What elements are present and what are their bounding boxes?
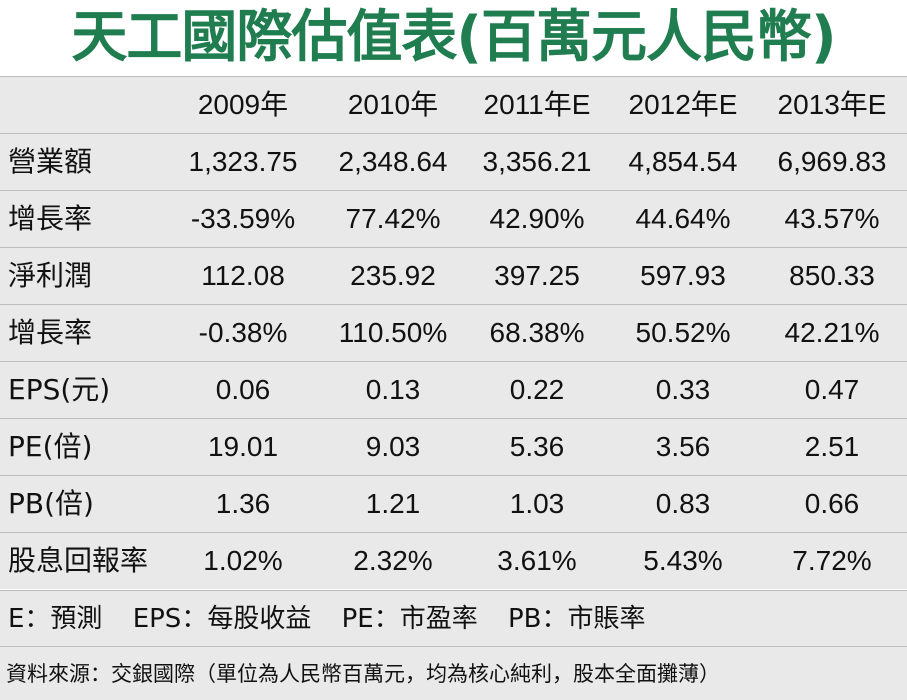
table-cell: -0.38%: [198, 317, 288, 348]
table-cell: 44.64%: [635, 203, 731, 234]
table-cell: 597.93: [640, 260, 726, 291]
table-cell: 0.83: [655, 488, 711, 519]
table-cell: 6,969.83: [777, 146, 887, 177]
legend-pb: PB：市賬率: [507, 604, 646, 634]
row-label: PE(倍): [8, 430, 93, 463]
table-cell: 42.90%: [489, 203, 585, 234]
table-cell: 2.51: [804, 431, 860, 462]
row-label: EPS(元): [8, 373, 111, 406]
table-title: 天工國際估值表(百萬元人民幣): [71, 5, 836, 70]
table-cell: 112.08: [201, 260, 285, 291]
table-cell: 235.92: [350, 260, 436, 291]
table-cell: 42.21%: [784, 317, 880, 348]
table-row: 股息回報率 1.02% 2.32% 3.61% 5.43% 7.72%: [0, 532, 907, 589]
table-cell: 3,356.21: [482, 146, 592, 177]
row-label: 增長率: [8, 202, 93, 235]
table-cell: 110.50%: [338, 317, 448, 348]
table-row: PB(倍) 1.36 1.21 1.03 0.83 0.66: [0, 475, 907, 532]
table-cell: 9.03: [365, 431, 421, 462]
row-label: 營業額: [8, 145, 93, 178]
row-label: PB(倍): [8, 487, 94, 520]
table-cell: 7.72%: [792, 545, 872, 576]
header-row: 2009年 2010年 2011年E 2012年E 2013年E: [0, 76, 907, 133]
table-cell: 0.13: [365, 374, 421, 405]
legend-pe: PE：市盈率: [341, 604, 478, 634]
table-cell: 0.06: [215, 374, 271, 405]
table-cell: 19.01: [207, 431, 279, 462]
table-cell: 68.38%: [489, 317, 585, 348]
table-cell: 1.21: [365, 488, 421, 519]
table-cell: 2.32%: [353, 545, 433, 576]
row-label: 股息回報率: [8, 544, 149, 577]
table-row: 增長率 -33.59% 77.42% 42.90% 44.64% 43.57%: [0, 190, 907, 247]
table-row: 增長率 -0.38% 110.50% 68.38% 50.52% 42.21%: [0, 304, 907, 361]
table-cell: 77.42%: [345, 203, 441, 234]
table-cell: 0.22: [509, 374, 565, 405]
table-row: EPS(元) 0.06 0.13 0.22 0.33 0.47: [0, 361, 907, 418]
table-cell: 0.47: [804, 374, 860, 405]
table-row: 營業額 1,323.75 2,348.64 3,356.21 4,854.54 …: [0, 133, 907, 190]
table-row: 淨利潤 112.08 235.92 397.25 597.93 850.33: [0, 247, 907, 304]
table-cell: 43.57%: [784, 203, 880, 234]
table-cell: 2,348.64: [338, 146, 448, 177]
table-cell: 4,854.54: [628, 146, 738, 177]
table-cell: 1.03: [509, 488, 565, 519]
header-year: 2009年: [197, 89, 289, 120]
table-cell: 5.36: [509, 431, 565, 462]
table-cell: 3.56: [655, 431, 711, 462]
row-label: 淨利潤: [8, 259, 93, 292]
legend-eps: EPS：每股收益: [132, 604, 312, 634]
header-year: 2012年E: [628, 89, 738, 120]
table-cell: 50.52%: [635, 317, 731, 348]
table-cell: 0.33: [655, 374, 711, 405]
header-year: 2013年E: [777, 89, 887, 120]
table-cell: 1.36: [215, 488, 271, 519]
table-cell: 1.02%: [203, 545, 283, 576]
header-year: 2011年E: [483, 89, 591, 120]
table-cell: 3.61%: [497, 545, 577, 576]
table-cell: 1,323.75: [188, 146, 298, 177]
table-cell: 850.33: [789, 260, 875, 291]
row-label: 增長率: [8, 316, 93, 349]
table-row: PE(倍) 19.01 9.03 5.36 3.56 2.51: [0, 418, 907, 475]
table-cell: 0.66: [804, 488, 860, 519]
source-note: 資料來源：交銀國際（單位為人民幣百萬元，均為核心純利，股本全面攤薄）: [0, 646, 907, 700]
header-year: 2010年: [347, 89, 439, 120]
table-cell: 5.43%: [643, 545, 723, 576]
table-cell: -33.59%: [190, 203, 296, 234]
table-cell: 397.25: [494, 260, 580, 291]
abbreviation-legend: E：預測 EPS：每股收益 PE：市盈率 PB：市賬率: [0, 590, 907, 646]
legend-e: E：預測: [8, 604, 103, 634]
